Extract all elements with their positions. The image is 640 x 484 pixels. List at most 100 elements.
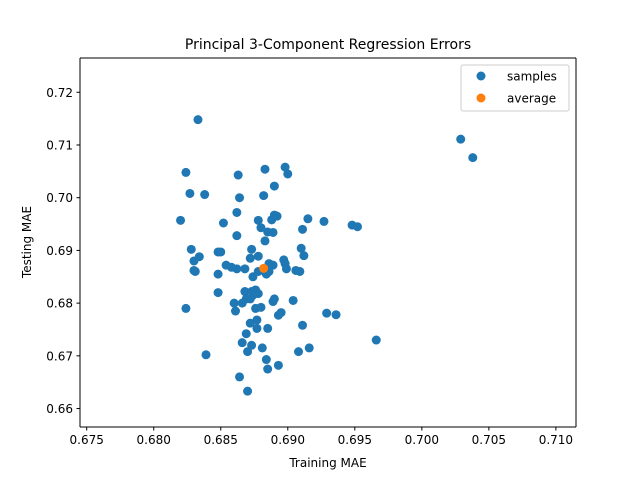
samples-point-6 (233, 170, 243, 180)
samples-point-12 (259, 191, 269, 201)
chart-title: Principal 3-Component Regression Errors (185, 37, 471, 53)
legend-label-average: average (507, 92, 556, 106)
samples-point-3 (181, 167, 191, 177)
samples-point-27 (298, 224, 308, 234)
samples-point-98 (243, 386, 253, 396)
samples-point-75 (256, 302, 266, 312)
axes-background (80, 58, 576, 427)
samples-point-48 (281, 264, 291, 274)
samples-point-14 (176, 215, 186, 225)
samples-point-8 (269, 181, 279, 191)
samples-point-95 (273, 360, 283, 370)
samples-point-15 (218, 218, 228, 228)
y-tick-label: 0.66 (46, 402, 73, 416)
samples-point-71 (288, 295, 298, 305)
samples-point-96 (263, 364, 273, 374)
samples-point-80 (252, 315, 262, 325)
samples-point-82 (298, 320, 308, 330)
x-axis-label: Training MAE (288, 456, 366, 470)
samples-point-53 (213, 269, 223, 279)
y-tick-label: 0.69 (46, 244, 73, 258)
y-axis-ticks: 0.66 0.67 0.68 0.69 0.70 0.71 0.72 (46, 86, 80, 416)
x-tick-label: 0.680 (137, 433, 171, 447)
samples-point-81 (245, 318, 255, 328)
samples-point-78 (322, 308, 332, 318)
samples-point-38 (253, 251, 263, 261)
samples-point-93 (201, 350, 211, 360)
plot-area (80, 58, 576, 427)
samples-point-60 (240, 287, 250, 297)
samples-point-2 (468, 153, 478, 163)
samples-point-59 (213, 288, 223, 298)
x-tick-label: 0.700 (405, 433, 439, 447)
samples-point-90 (304, 343, 314, 353)
samples-point-52 (189, 265, 199, 275)
samples-point-87 (237, 338, 247, 348)
x-tick-label: 0.695 (338, 433, 372, 447)
samples-point-30 (186, 244, 196, 254)
legend-label-samples: samples (507, 70, 557, 84)
samples-point-92 (294, 347, 304, 357)
average-point-0 (259, 263, 269, 273)
samples-point-29 (260, 236, 270, 246)
samples-point-73 (231, 306, 240, 316)
samples-point-43 (232, 264, 242, 274)
y-tick-label: 0.68 (46, 297, 73, 311)
x-tick-label: 0.690 (271, 433, 305, 447)
samples-point-84 (252, 323, 262, 333)
samples-point-34 (296, 243, 306, 253)
samples-point-94 (261, 355, 271, 365)
samples-point-13 (232, 207, 242, 217)
x-tick-label: 0.675 (70, 433, 104, 447)
samples-point-26 (268, 227, 278, 237)
samples-point-19 (272, 211, 282, 221)
samples-point-91 (243, 347, 253, 357)
x-tick-label: 0.710 (539, 433, 573, 447)
samples-point-4 (280, 162, 290, 172)
x-axis-ticks: 0.675 0.680 0.685 0.690 0.695 0.700 0.705 0.710 (70, 427, 573, 447)
y-tick-label: 0.71 (46, 138, 73, 152)
samples-point-1 (456, 134, 466, 144)
samples-point-70 (269, 294, 279, 304)
samples-point-33 (247, 244, 257, 254)
samples-point-64 (229, 298, 239, 308)
samples-point-37 (245, 253, 255, 263)
samples-point-36 (189, 256, 199, 266)
samples-point-97 (235, 372, 245, 382)
samples-point-89 (257, 343, 267, 353)
samples-point-28 (232, 231, 242, 241)
samples-point-21 (319, 216, 329, 226)
samples-point-5 (260, 164, 270, 174)
samples-point-77 (276, 308, 286, 318)
samples-point-83 (241, 329, 251, 339)
x-tick-label: 0.705 (472, 433, 506, 447)
y-axis-label: Testing MAE (20, 206, 34, 279)
legend-box (460, 64, 570, 112)
samples-point-72 (181, 303, 191, 313)
axes-frame (79, 57, 577, 428)
samples-point-44 (240, 264, 250, 274)
x-tick-label: 0.685 (204, 433, 238, 447)
legend: samples average (460, 64, 570, 112)
samples-point-10 (200, 190, 210, 200)
samples-point-50 (295, 266, 305, 276)
y-tick-label: 0.70 (46, 191, 73, 205)
y-tick-label: 0.72 (46, 86, 73, 100)
samples-point-20 (303, 214, 313, 224)
legend-marker-average (476, 93, 486, 103)
samples-point-68 (248, 290, 258, 300)
samples-point-23 (352, 222, 362, 232)
samples-point-86 (371, 335, 381, 345)
samples-point-40 (299, 251, 309, 261)
samples-point-24 (256, 223, 266, 233)
samples-point-11 (235, 193, 245, 203)
samples-point-7 (283, 169, 293, 179)
data-points (176, 115, 478, 396)
legend-marker-samples (476, 71, 486, 81)
samples-point-16 (253, 215, 263, 225)
samples-point-0 (193, 115, 203, 125)
samples-point-32 (216, 247, 226, 257)
y-tick-label: 0.67 (46, 349, 73, 363)
samples-point-79 (331, 310, 341, 320)
